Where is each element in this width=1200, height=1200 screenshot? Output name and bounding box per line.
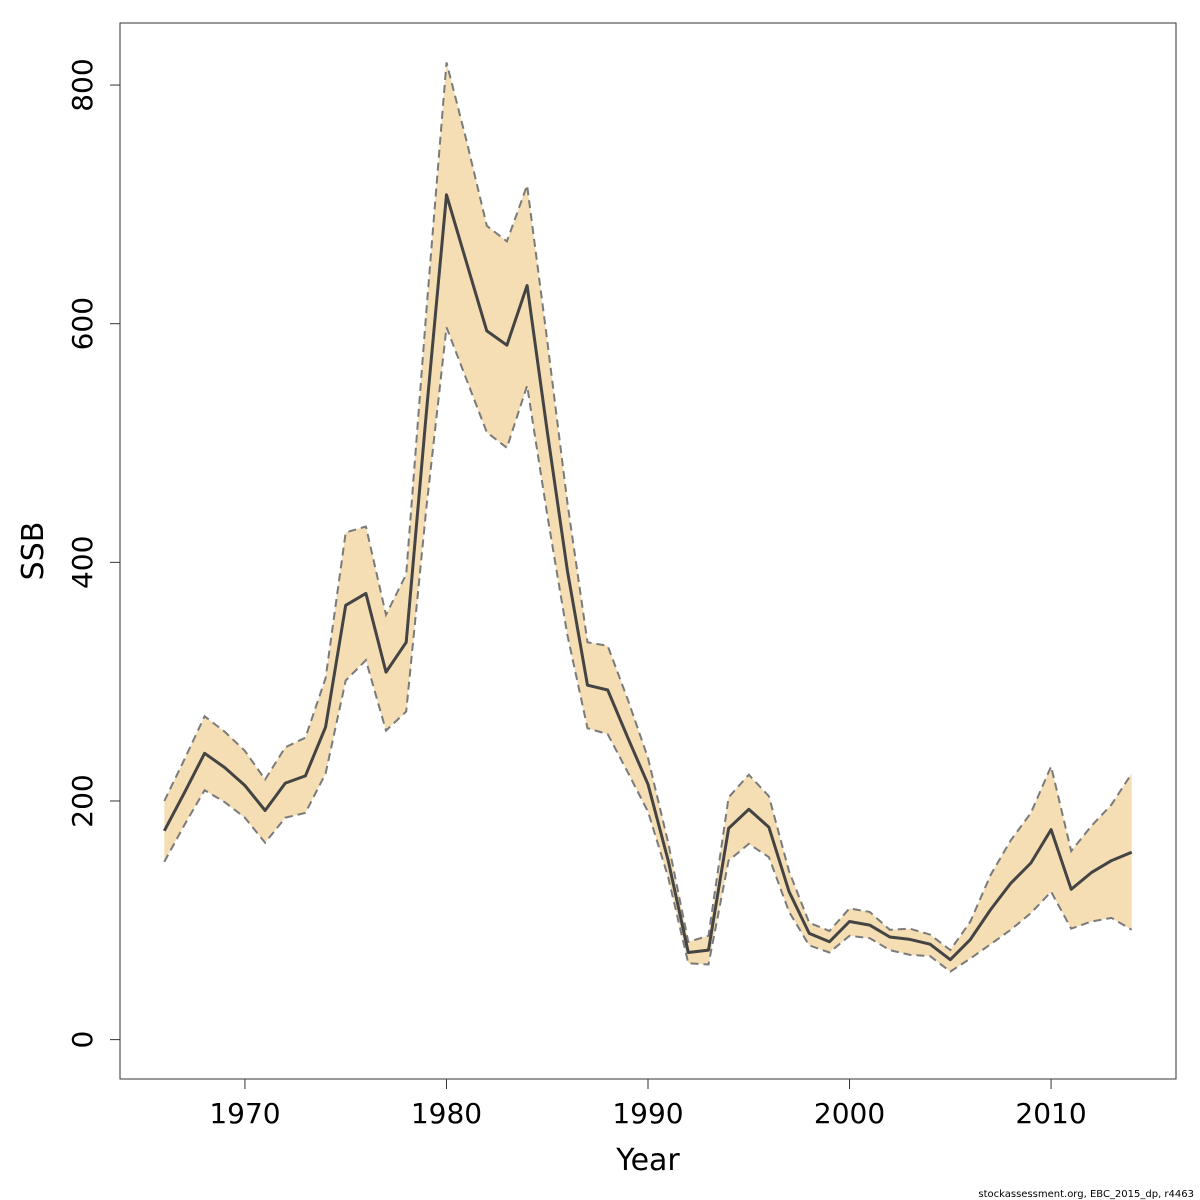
- x-tick-label: 1980: [411, 1097, 482, 1130]
- y-tick-label: 400: [66, 536, 99, 589]
- ssb-estimate-line: [162, 193, 1133, 962]
- x-axis-title: Year: [615, 1143, 680, 1178]
- y-axis-title: SSB: [16, 522, 51, 581]
- y-tick-label: 800: [66, 58, 99, 111]
- confidence-band: [164, 62, 1132, 972]
- plot-area: [162, 62, 1133, 973]
- y-tick-label: 0: [66, 1031, 99, 1049]
- x-tick-label: 2010: [1015, 1097, 1086, 1130]
- x-tick-label: 2000: [814, 1097, 885, 1130]
- x-axis: 1970 1980 1990 2000 2010: [209, 1079, 1087, 1130]
- lower-bound-line: [163, 326, 1133, 973]
- x-tick-label: 1970: [209, 1097, 280, 1130]
- upper-bound-line: [163, 62, 1133, 952]
- y-axis: 0 200 400 600 800: [66, 58, 120, 1049]
- footer-credit: stockassessment.org, EBC_2015_dp, r4463: [978, 1189, 1194, 1200]
- x-tick-label: 1990: [612, 1097, 683, 1130]
- y-tick-label: 200: [66, 774, 99, 827]
- y-tick-label: 600: [66, 297, 99, 350]
